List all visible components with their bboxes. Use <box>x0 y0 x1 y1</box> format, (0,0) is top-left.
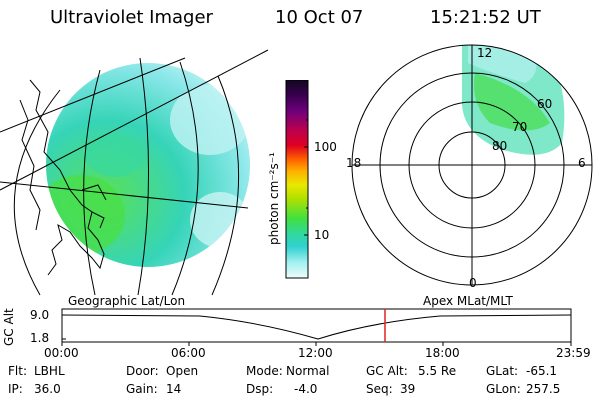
status-door-label: Door: <box>126 364 159 378</box>
mlt-label-6: 6 <box>578 156 586 170</box>
timeline-xtick-0600: 06:00 <box>171 346 206 360</box>
left-panel-caption: Geographic Lat/Lon <box>68 294 186 308</box>
timeline-xtick-1800: 18:00 <box>425 346 460 360</box>
timeline-ytick-9: 9.0 <box>30 308 50 322</box>
status-ip-value: 36.0 <box>34 382 61 396</box>
time-label: 15:21:52 UT <box>430 7 541 28</box>
status-dsp-value: -4.0 <box>294 382 318 396</box>
status-glon-label: GLon: <box>486 382 521 396</box>
timeline-ylabel: GC Alt <box>2 308 16 346</box>
timeline-xtick-2359: 23:59 <box>556 346 591 360</box>
status-glat-label: GLat: <box>486 364 519 378</box>
coastline <box>19 79 107 276</box>
colorbar-tick-10: 10 <box>314 228 330 242</box>
status-seq-label: Seq: <box>366 382 393 396</box>
timeline-ytick-1.8: 1.8 <box>30 331 50 345</box>
altitude-timeline <box>61 308 572 346</box>
lat-label-70: 70 <box>512 120 528 134</box>
status-filter-value: LBHL <box>34 364 65 378</box>
mlt-label-12: 12 <box>477 46 493 60</box>
status-gcalt-label: GC Alt: <box>366 364 408 378</box>
status-glat-value: -65.1 <box>526 364 558 378</box>
lat-label-80: 80 <box>492 139 508 153</box>
timeline-xtick-1200: 12:00 <box>298 346 333 360</box>
right-panel-caption: Apex MLat/MLT <box>423 294 513 308</box>
status-ip-label: IP: <box>8 382 23 396</box>
status-door-value: Open <box>166 364 199 378</box>
instrument-title: Ultraviolet Imager <box>50 7 213 28</box>
status-gcalt-value: 5.5 Re <box>418 364 457 378</box>
timeline-xtick-0000: 00:00 <box>44 346 79 360</box>
status-gain-value: 14 <box>166 382 182 396</box>
lat-lon-grid <box>0 49 269 296</box>
status-seq-value: 39 <box>400 382 416 396</box>
geographic-image-panel <box>0 49 269 296</box>
color-bar <box>285 80 309 279</box>
status-mode-value: Normal <box>286 364 330 378</box>
status-mode-label: Mode: <box>246 364 283 378</box>
mlt-label-18: 18 <box>346 156 362 170</box>
lat-label-60: 60 <box>537 97 553 111</box>
mlt-label-0: 0 <box>469 276 477 290</box>
colorbar-tick-100: 100 <box>314 140 337 154</box>
altitude-curve <box>61 314 572 340</box>
status-dsp-label: Dsp: <box>246 382 274 396</box>
date-label: 10 Oct 07 <box>275 7 364 28</box>
uv-emission-field <box>46 63 250 267</box>
colorbar-unit-label: photon cm⁻²s⁻¹ <box>267 152 281 245</box>
mlt-polar-panel <box>351 44 593 286</box>
status-glon-value: 257.5 <box>526 382 561 396</box>
polar-grid <box>351 44 593 286</box>
status-filter-label: Flt: <box>8 364 27 378</box>
status-gain-label: Gain: <box>126 382 158 396</box>
